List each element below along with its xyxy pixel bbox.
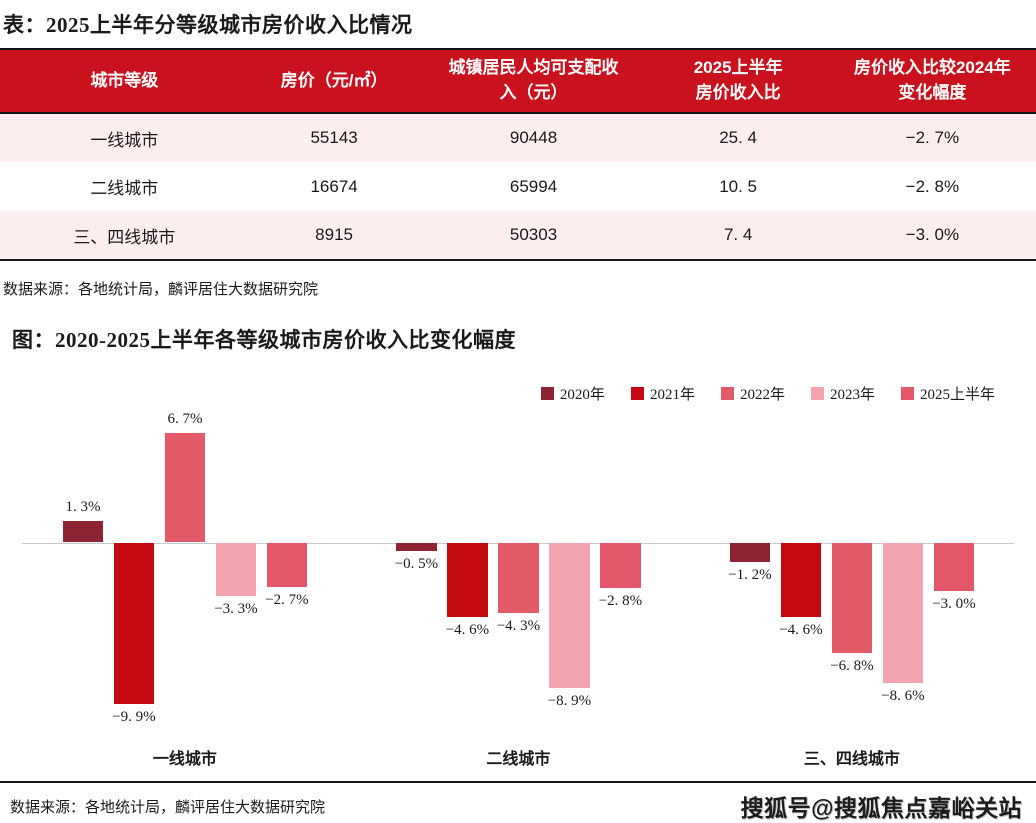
bar-一线城市-2020年 bbox=[62, 521, 104, 543]
column-header: 房价收入比较2024年 变化幅度 bbox=[828, 49, 1036, 114]
bar-三、四线城市-2020年 bbox=[729, 542, 771, 563]
bar-二线城市-2023年 bbox=[549, 542, 590, 688]
bar-一线城市-2022年 bbox=[164, 433, 206, 543]
bar-value-label: −4. 6% bbox=[779, 622, 823, 639]
bar-value-label: −6. 8% bbox=[830, 658, 874, 675]
table-header: 城市等级 房价（元/㎡） 城镇居民人均可支配收 入（元） 2025上半年 房价收入比房… bbox=[0, 49, 1036, 114]
table-cell: 90448 bbox=[509, 128, 558, 147]
legend-label: 2020年 bbox=[559, 387, 605, 403]
table-cell: 8915 bbox=[315, 225, 353, 244]
table-cell: 50303 bbox=[509, 225, 558, 244]
legend-item: 2021年 bbox=[630, 383, 695, 404]
bar-value-label: −3. 0% bbox=[932, 596, 976, 613]
table-cell: 10. 5 bbox=[719, 176, 758, 196]
table-cell: 一线城市 bbox=[90, 130, 159, 150]
column-header: 城镇居民人均可支配收 入（元） bbox=[419, 49, 648, 114]
bar-三、四线城市-2022年 bbox=[831, 542, 873, 654]
bar-value-label: −2. 8% bbox=[598, 593, 643, 610]
chart-title: 图：2020-2025上半年各等级城市房价收入比变化幅度 bbox=[12, 328, 516, 352]
watermark-text: 搜狐号@搜狐焦点嘉峪关站 bbox=[740, 795, 1022, 821]
legend-item: 2022年 bbox=[720, 383, 785, 404]
legend-label: 2023年 bbox=[829, 387, 875, 403]
legend-swatch-icon bbox=[630, 387, 644, 400]
bar-value-label: −1. 2% bbox=[728, 567, 772, 584]
bar-一线城市-2021年 bbox=[113, 542, 155, 704]
legend-swatch-icon bbox=[900, 387, 914, 400]
category-label: 三、四线城市 bbox=[803, 751, 900, 768]
table-cell: 二线城市 bbox=[90, 179, 159, 198]
bar-二线城市-2022年 bbox=[498, 542, 539, 613]
bar-一线城市-2023年 bbox=[215, 542, 257, 597]
column-header: 城市等级 bbox=[0, 49, 249, 114]
bar-value-label: −9. 9% bbox=[112, 708, 156, 725]
bar-value-label: −4. 3% bbox=[496, 617, 541, 634]
column-header: 2025上半年 房价收入比 bbox=[647, 49, 829, 114]
legend-label: 2022年 bbox=[739, 387, 785, 403]
chart-legend: 2020年 2021年 2022年 2023年 2025上半年 bbox=[540, 383, 995, 404]
table-cell: −2. 7% bbox=[905, 128, 960, 147]
bar-三、四线城市-2025上半年 bbox=[933, 542, 975, 592]
bar-value-label: −3. 3% bbox=[214, 601, 258, 618]
legend-label: 2021年 bbox=[649, 387, 695, 403]
bar-value-label: −8. 6% bbox=[881, 687, 925, 704]
bar-value-label: −0. 5% bbox=[394, 555, 439, 572]
legend-item: 2023年 bbox=[810, 383, 875, 404]
table-cell: 55143 bbox=[310, 128, 358, 147]
divider-line bbox=[0, 781, 1036, 783]
table-cell: 7. 4 bbox=[723, 225, 753, 244]
table-cell: 16674 bbox=[310, 176, 358, 196]
bar-二线城市-2020年 bbox=[396, 542, 437, 551]
table-cell: −2. 8% bbox=[905, 176, 960, 196]
table-cell: 65994 bbox=[509, 176, 558, 196]
bar-value-label: −8. 9% bbox=[547, 692, 592, 709]
category-label: 二线城市 bbox=[486, 751, 551, 768]
table-row: 三、四线城市 8915 50303 7. 4 −3. 0% bbox=[0, 211, 1036, 260]
table-row: 二线城市 16674 65994 10. 5 −2. 8% bbox=[0, 162, 1036, 211]
bar-二线城市-2025上半年 bbox=[600, 542, 641, 589]
table-cell: 25. 4 bbox=[719, 128, 758, 147]
bar-value-label: 6. 7% bbox=[167, 411, 203, 428]
legend-swatch-icon bbox=[540, 387, 554, 400]
table-cell: −3. 0% bbox=[905, 225, 960, 244]
chart-source-note: 数据来源：各地统计局，麟评居住大数据研究院 bbox=[10, 800, 326, 816]
bar-三、四线城市-2023年 bbox=[882, 542, 924, 683]
table-source-note: 数据来源：各地统计局，麟评居住大数据研究院 bbox=[3, 282, 319, 298]
bar-value-label: −4. 6% bbox=[445, 622, 490, 639]
table-body: 一线城市 55143 90448 25. 4 −2. 7% 二线城市 16674 65994 1… bbox=[0, 113, 1036, 260]
column-header: 房价（元/㎡） bbox=[248, 49, 420, 114]
bar-二线城市-2021年 bbox=[447, 542, 488, 618]
table-cell: 三、四线城市 bbox=[73, 227, 176, 247]
price-income-table: 城市等级 房价（元/㎡） 城镇居民人均可支配收 入（元） 2025上半年 房价收入比房… bbox=[0, 48, 1036, 261]
legend-item: 2020年 bbox=[540, 383, 605, 404]
category-label: 一线城市 bbox=[152, 751, 217, 768]
bar-一线城市-2025上半年 bbox=[266, 542, 308, 587]
legend-item: 2025上半年 bbox=[900, 383, 995, 404]
legend-swatch-icon bbox=[720, 387, 734, 400]
legend-label: 2025上半年 bbox=[919, 387, 995, 403]
bar-三、四线城市-2021年 bbox=[780, 542, 822, 618]
bar-value-label: 1. 3% bbox=[65, 499, 101, 516]
legend-swatch-icon bbox=[810, 387, 824, 400]
table-title: 表：2025上半年分等级城市房价收入比情况 bbox=[3, 13, 413, 37]
table-row: 一线城市 55143 90448 25. 4 −2. 7% bbox=[0, 113, 1036, 162]
bar-value-label: −2. 7% bbox=[265, 591, 309, 608]
